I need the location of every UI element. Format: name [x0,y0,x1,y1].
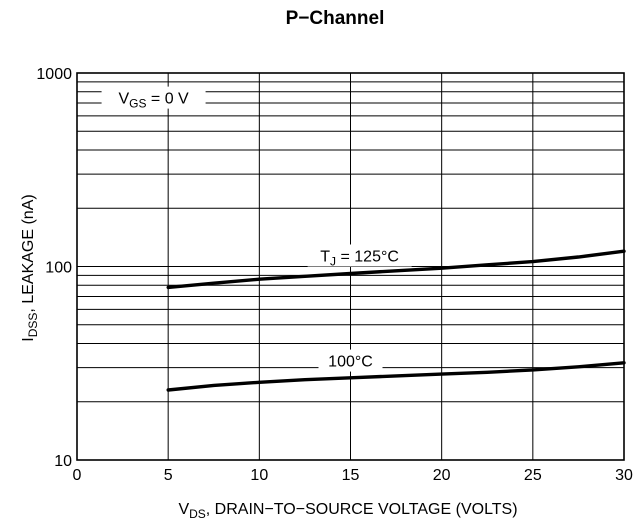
x-tick-label: 0 [73,467,82,484]
tj-annotation-background [307,244,412,267]
x-tick-label: 5 [164,467,173,484]
series-tj-125-line [166,249,626,290]
vgs-annotation: VGS = 0 V [118,91,189,111]
chart-title: P−Channel [286,8,385,29]
series-100-line [166,361,626,392]
y-axis-label: IDSS, LEAKAGE (nA) [20,194,40,341]
plot-frame [76,72,625,461]
x-tick-label: 25 [524,467,542,484]
grid [77,73,624,460]
x-axis-label: VDS, DRAIN−TO−SOURCE VOLTAGE (VOLTS) [178,501,517,521]
y-tick-label: 100 [45,260,72,277]
annotations: VGS = 0 V TJ = 125°C 100°C [101,86,412,372]
t100-annotation-background [318,349,383,372]
curves [166,249,626,392]
x-tick-label: 10 [250,467,268,484]
tj-annotation: TJ = 125°C [320,248,399,268]
x-tick-label: 15 [342,467,360,484]
x-tick-label: 20 [433,467,451,484]
x-tick-label: 30 [615,467,633,484]
tick-labels: 0 5 10 15 20 25 30 10 100 1000 [36,66,633,484]
y-tick-label: 10 [54,453,72,470]
y-tick-label: 1000 [36,66,72,83]
vgs-annotation-background [101,86,206,109]
t100-annotation: 100°C [328,354,373,371]
